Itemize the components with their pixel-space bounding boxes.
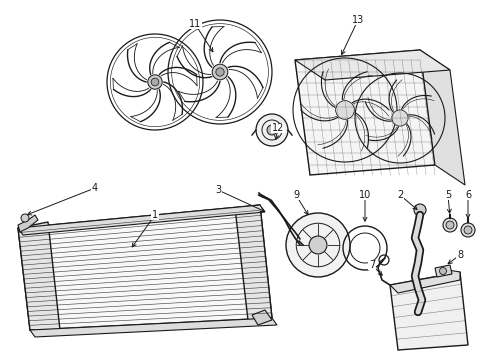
- Circle shape: [309, 236, 327, 254]
- Polygon shape: [390, 270, 460, 293]
- Polygon shape: [18, 215, 38, 232]
- Polygon shape: [435, 265, 452, 277]
- Text: 3: 3: [215, 185, 221, 195]
- Text: 4: 4: [92, 183, 98, 193]
- Polygon shape: [18, 222, 60, 330]
- Text: 7: 7: [369, 260, 375, 270]
- Circle shape: [461, 223, 475, 237]
- Polygon shape: [252, 310, 272, 325]
- Circle shape: [151, 78, 159, 86]
- Circle shape: [392, 110, 408, 126]
- Polygon shape: [295, 50, 450, 80]
- Circle shape: [286, 213, 350, 277]
- Polygon shape: [18, 205, 265, 235]
- Circle shape: [256, 114, 288, 146]
- Text: 9: 9: [293, 190, 299, 200]
- Circle shape: [267, 125, 277, 135]
- Text: 8: 8: [457, 250, 463, 260]
- Polygon shape: [420, 50, 465, 185]
- Polygon shape: [235, 205, 272, 320]
- Circle shape: [464, 226, 472, 234]
- Circle shape: [212, 64, 228, 80]
- Text: 12: 12: [272, 123, 284, 133]
- Text: 10: 10: [359, 190, 371, 200]
- Circle shape: [21, 214, 29, 222]
- Circle shape: [446, 221, 454, 229]
- Circle shape: [440, 267, 446, 274]
- Circle shape: [414, 204, 426, 216]
- Polygon shape: [30, 318, 277, 337]
- Text: 6: 6: [465, 190, 471, 200]
- Text: 5: 5: [445, 190, 451, 200]
- Text: 11: 11: [189, 19, 201, 29]
- Polygon shape: [18, 205, 272, 330]
- Polygon shape: [390, 272, 468, 350]
- Circle shape: [336, 101, 354, 120]
- Text: 2: 2: [397, 190, 403, 200]
- Circle shape: [148, 75, 162, 89]
- Circle shape: [216, 68, 224, 76]
- Text: 1: 1: [152, 210, 158, 220]
- Text: 13: 13: [352, 15, 364, 25]
- Polygon shape: [295, 50, 435, 175]
- Circle shape: [443, 218, 457, 232]
